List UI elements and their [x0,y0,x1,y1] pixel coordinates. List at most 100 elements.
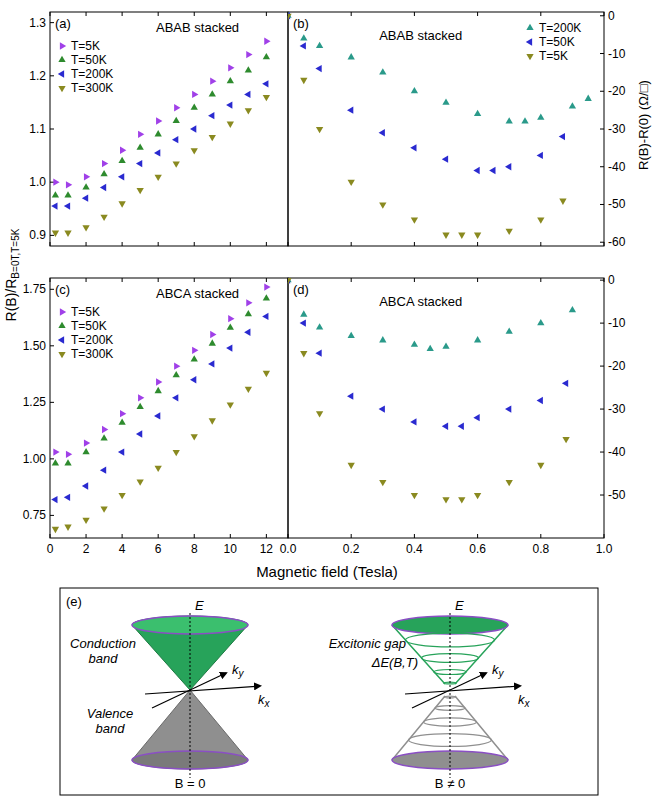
y-tick-label: -50 [608,488,626,502]
kx-axis [145,686,260,694]
legend-label: T=200K [539,21,581,35]
x-tick [230,242,231,246]
y-tick [600,452,604,453]
point [173,450,180,456]
legend-marker [60,42,66,49]
series [288,278,568,430]
x-tick [122,534,123,538]
point [66,181,72,188]
point [52,527,59,533]
point [442,497,449,503]
legend-marker [58,322,65,328]
y-tick-label: -10 [608,316,626,330]
point [411,87,418,93]
point [155,130,162,136]
point [82,225,89,231]
point [442,156,448,163]
x-tick [86,534,87,538]
point [136,479,143,485]
legend-label: T=5K [539,49,568,63]
point [64,191,71,197]
legend-marker [58,70,64,77]
point [172,394,178,401]
point [82,518,89,524]
diagram-frame [60,588,598,795]
legend-label: T=300K [71,347,113,361]
y-tick [50,75,54,76]
x-tick [194,242,195,246]
x-tick-label: 12 [260,542,274,556]
y-tick-label: -40 [608,160,626,174]
point [245,387,252,393]
point [537,397,543,404]
series [52,294,270,465]
text-sub: y [238,668,245,679]
diagram-caption: B = 0 [175,776,206,791]
point [227,122,234,128]
point [52,191,59,197]
point [505,405,511,412]
point [458,233,465,239]
y-tick-label: 1.75 [23,282,47,296]
legend-label: T=50K [539,35,575,49]
legend-marker [526,54,533,60]
y-tick-label: 1.2 [29,69,46,83]
point [173,117,180,123]
point [208,112,214,119]
point [442,98,449,104]
point [64,202,70,209]
point [569,306,576,312]
point [316,323,323,329]
point [263,371,270,377]
gap-symbol: ΔE(B,T) [371,655,418,670]
y-tick [50,458,54,459]
y-tick [50,235,54,236]
y-tick-label: -50 [608,197,626,211]
point [118,493,125,499]
panel: 0.91.01.11.21.3(a)ABAB stackedT=5KT=50KT… [29,12,288,246]
y-tick-label: -40 [608,445,626,459]
point [227,77,234,83]
point [100,215,107,221]
y-tick-label: 1.00 [23,452,47,466]
x-tick-label: 6 [155,542,162,556]
point [209,339,216,345]
point [102,426,108,433]
point [120,147,126,154]
y-tick [50,402,54,403]
x-tick-label: 0.2 [343,542,360,556]
right-y-axis-title: R(B)-R(0) (Ω/□) [636,80,651,170]
point [474,493,481,499]
x-tick-label: 10 [224,542,238,556]
y-tick-label: 0 [608,273,615,287]
x-tick [414,534,415,538]
y-tick-label: 1.0 [29,175,46,189]
plot-frame [50,12,288,246]
point [82,482,88,489]
band-diagram: (e)EkxkyB = 0ConductionbandValencebandEk… [60,588,598,795]
x-tick-top [351,12,352,16]
point [52,459,59,465]
point [191,148,198,154]
point [64,525,71,531]
point [84,173,90,180]
legend-label: T=50K [71,319,107,333]
point [244,91,250,98]
y-tick [600,495,604,496]
point [300,319,306,326]
point [245,108,252,114]
series [52,95,270,237]
plot-frame [50,278,288,538]
x-tick [194,534,195,538]
point [100,184,106,191]
y-tick-label: -30 [608,122,626,136]
text-line: band [89,651,119,666]
y-tick [600,409,604,410]
point [411,340,418,346]
point [315,65,321,72]
point [458,497,465,503]
x-tick-top [230,278,231,282]
x-tick [477,534,478,538]
x-tick-top [194,12,195,16]
plot-frame [288,278,604,538]
